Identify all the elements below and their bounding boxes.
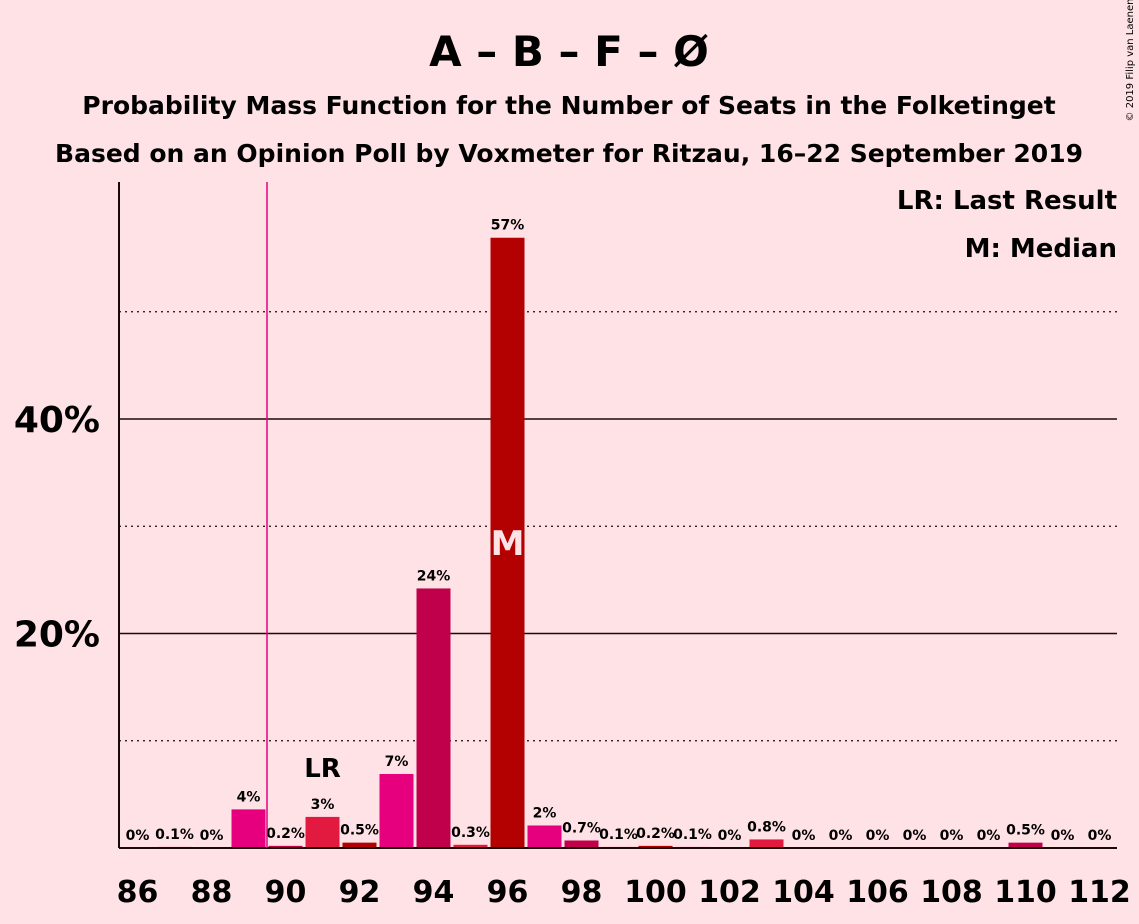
x-tick-label: 102: [698, 875, 761, 910]
data-label: 3%: [311, 797, 335, 813]
grid-lines: [119, 311, 1117, 742]
legend-median: M: Median: [965, 234, 1117, 264]
data-label: 0%: [200, 828, 224, 844]
chart-title: A – B – F – Ø: [429, 27, 709, 76]
data-label: 0%: [126, 828, 150, 844]
bar: [564, 840, 599, 848]
data-label: 0.1%: [673, 827, 712, 843]
x-tick-label: 98: [561, 875, 603, 910]
x-tick-label: 96: [487, 875, 529, 910]
data-label: 0.5%: [1006, 823, 1045, 839]
y-tick-labels: 20% 40%: [14, 400, 100, 656]
copyright-credit: © 2019 Filip van Laenen: [1125, 0, 1136, 121]
legend-last-result: LR: Last Result: [897, 186, 1117, 216]
bar: [638, 845, 673, 848]
chart-subtitle-source: Based on an Opinion Poll by Voxmeter for…: [55, 139, 1083, 168]
bars: [157, 237, 1043, 848]
x-tick-label: 88: [191, 875, 233, 910]
data-label: 0%: [718, 828, 742, 844]
data-label: 0.1%: [599, 827, 638, 843]
bar: [527, 825, 562, 848]
y-tick-label: 40%: [14, 400, 100, 441]
x-tick-label: 106: [846, 875, 909, 910]
data-label: 0%: [866, 828, 890, 844]
x-tick-label: 90: [265, 875, 307, 910]
data-label: 0%: [940, 828, 964, 844]
median-label: M: [491, 524, 525, 564]
bar: [305, 816, 340, 848]
bar: [416, 588, 451, 848]
x-tick-labels: 86 88 90 92 94 96 98 100 102 104 106 108 110 112: [117, 875, 1131, 910]
x-tick-label: 112: [1068, 875, 1131, 910]
data-label: 4%: [237, 789, 261, 805]
bar: [268, 845, 303, 848]
chart-subtitle: Probability Mass Function for the Number…: [82, 91, 1055, 120]
y-tick-label: 20%: [14, 615, 100, 656]
data-label: 0%: [829, 828, 853, 844]
data-label: 2%: [533, 805, 557, 821]
data-label: 0%: [903, 828, 927, 844]
data-label: 7%: [385, 754, 409, 770]
data-label: 0%: [1051, 828, 1075, 844]
bar: [231, 809, 266, 848]
x-tick-label: 104: [772, 875, 835, 910]
data-label: 0%: [977, 828, 1001, 844]
x-tick-label: 94: [413, 875, 455, 910]
bar: [379, 773, 414, 848]
data-label: 0.7%: [562, 820, 601, 836]
bar: [490, 237, 525, 848]
bar: [749, 839, 784, 848]
data-label: 0.3%: [451, 825, 490, 841]
data-label: 0%: [1088, 828, 1112, 844]
bar: [342, 842, 377, 848]
data-label: 0%: [792, 828, 816, 844]
bar: [1008, 842, 1043, 848]
x-tick-label: 110: [994, 875, 1057, 910]
data-label: 57%: [491, 218, 525, 234]
x-tick-label: 108: [920, 875, 983, 910]
x-tick-label: 86: [117, 875, 159, 910]
data-label: 0.2%: [636, 826, 675, 842]
data-label: 0.8%: [747, 819, 786, 835]
data-label: 0.2%: [266, 826, 305, 842]
bar: [453, 844, 488, 848]
data-label: 0.5%: [340, 823, 379, 839]
x-tick-label: 100: [624, 875, 687, 910]
x-tick-label: 92: [339, 875, 381, 910]
last-result-label: LR: [304, 754, 341, 784]
data-label: 24%: [417, 568, 451, 584]
data-labels: 0% 0.1% 0%4%0.2%3%0.5%7%24%0.3%57%2%0.7%0.…: [126, 218, 1112, 844]
data-label: 0.1%: [155, 827, 194, 843]
